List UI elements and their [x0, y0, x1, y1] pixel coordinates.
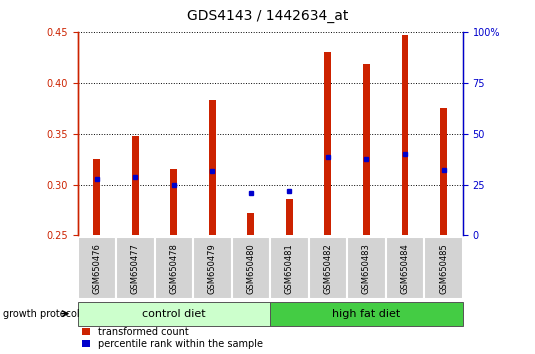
Bar [171, 169, 177, 235]
Bar [402, 35, 408, 235]
Bar [248, 213, 254, 235]
Text: GSM650478: GSM650478 [170, 243, 178, 293]
Bar [309, 237, 347, 299]
Bar [132, 136, 139, 235]
Text: GSM650482: GSM650482 [324, 243, 332, 293]
Text: control diet: control diet [142, 309, 205, 319]
Bar [116, 237, 155, 299]
Text: GSM650481: GSM650481 [285, 243, 294, 293]
Bar [209, 100, 216, 235]
Bar [155, 237, 193, 299]
Bar [325, 52, 331, 235]
Bar [363, 64, 370, 235]
Bar [232, 237, 270, 299]
Text: GSM650477: GSM650477 [131, 243, 140, 293]
Bar [386, 237, 424, 299]
Bar [78, 302, 270, 326]
Bar [270, 237, 309, 299]
Text: GSM650485: GSM650485 [439, 243, 448, 293]
Text: GSM650479: GSM650479 [208, 243, 217, 293]
Bar [78, 237, 116, 299]
Text: growth protocol: growth protocol [3, 309, 79, 319]
Text: GSM650476: GSM650476 [93, 243, 101, 293]
Bar [94, 159, 100, 235]
Bar [347, 237, 386, 299]
Text: GSM650484: GSM650484 [401, 243, 409, 293]
Text: GSM650480: GSM650480 [247, 243, 255, 293]
Text: high fat diet: high fat diet [332, 309, 401, 319]
Text: GSM650483: GSM650483 [362, 243, 371, 293]
Bar [286, 199, 293, 235]
Text: GDS4143 / 1442634_at: GDS4143 / 1442634_at [187, 9, 348, 23]
Bar [193, 237, 232, 299]
Bar [424, 237, 463, 299]
Bar [270, 302, 463, 326]
Legend: transformed count, percentile rank within the sample: transformed count, percentile rank withi… [82, 327, 263, 349]
Bar [440, 108, 447, 235]
